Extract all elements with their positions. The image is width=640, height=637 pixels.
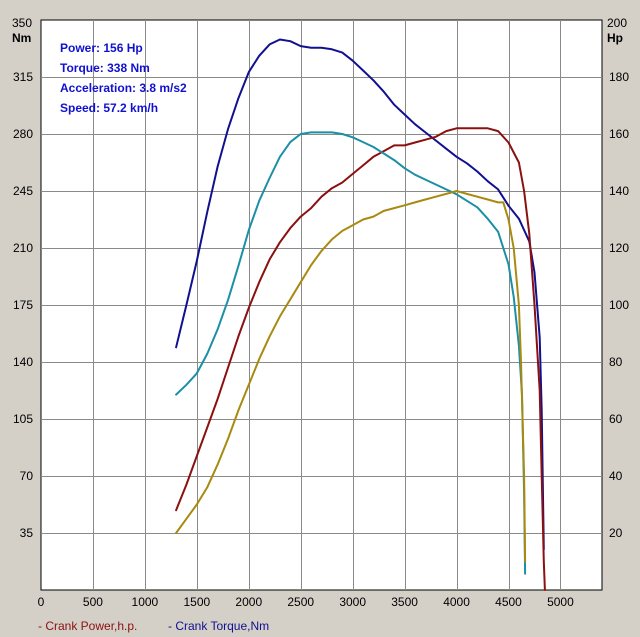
series-line-4 — [175, 190, 527, 563]
y-right-tick-label: 180 — [609, 70, 629, 84]
y-right-tick-labels: 20 40 60 80 100 120 140 160 180 — [609, 70, 629, 540]
x-tick-label: 0 — [38, 595, 45, 609]
y-left-tick-label: 35 — [20, 526, 34, 540]
y-left-unit: Nm — [12, 31, 31, 45]
y-left-tick-label: 245 — [13, 184, 33, 198]
y-left-tick-label: 70 — [20, 469, 34, 483]
y-right-tick-label: 100 — [609, 298, 629, 312]
y-right-tick-label: 120 — [609, 241, 629, 255]
y-left-tick-label: 280 — [13, 127, 33, 141]
x-tick-label: 2000 — [235, 595, 262, 609]
x-tick-label: 500 — [83, 595, 103, 609]
y-right-tick-label: 80 — [609, 355, 623, 369]
x-tick-label: 4500 — [495, 595, 522, 609]
series-line-1 — [175, 38, 545, 551]
y-right-tick-label: 140 — [609, 184, 629, 198]
y-right-tick-label: 60 — [609, 412, 623, 426]
info-power: Power: 156 Hp — [60, 41, 143, 55]
info-acceleration: Acceleration: 3.8 m/s2 — [60, 81, 187, 95]
y-left-top-label: 350 — [12, 16, 32, 30]
y-left-tick-label: 105 — [13, 412, 33, 426]
y-right-tick-label: 40 — [609, 469, 623, 483]
y-right-tick-label: 20 — [609, 526, 623, 540]
series-line-3 — [175, 131, 527, 575]
y-right-tick-label: 160 — [609, 127, 629, 141]
y-left-tick-labels: 35 70 105 140 175 210 245 280 315 — [13, 70, 33, 540]
x-tick-label: 4000 — [443, 595, 470, 609]
y-left-tick-label: 210 — [13, 241, 33, 255]
y-right-unit: Hp — [607, 31, 623, 45]
x-tick-label: 2500 — [287, 595, 314, 609]
y-left-tick-label: 175 — [13, 298, 33, 312]
y-left-tick-label: 315 — [13, 70, 33, 84]
legend-crank-torque: - Crank Torque,Nm — [168, 619, 269, 633]
legend-crank-power: - Crank Power,h.p. — [38, 619, 137, 633]
series-line-2 — [175, 127, 546, 591]
grid-lines — [41, 20, 602, 590]
x-tick-labels: 0 500 1000 1500 2000 2500 3000 3500 4000 4500 5000 — [38, 595, 574, 609]
x-tick-label: 1500 — [183, 595, 210, 609]
info-speed: Speed: 57.2 km/h — [60, 101, 158, 115]
series-layer — [175, 38, 546, 591]
x-tick-label: 3500 — [391, 595, 418, 609]
info-torque: Torque: 338 Nm — [60, 61, 150, 75]
x-tick-label: 3000 — [339, 595, 366, 609]
x-tick-label: 5000 — [547, 595, 574, 609]
y-right-top-label: 200 — [607, 16, 627, 30]
y-left-tick-label: 140 — [13, 355, 33, 369]
x-tick-label: 1000 — [132, 595, 159, 609]
